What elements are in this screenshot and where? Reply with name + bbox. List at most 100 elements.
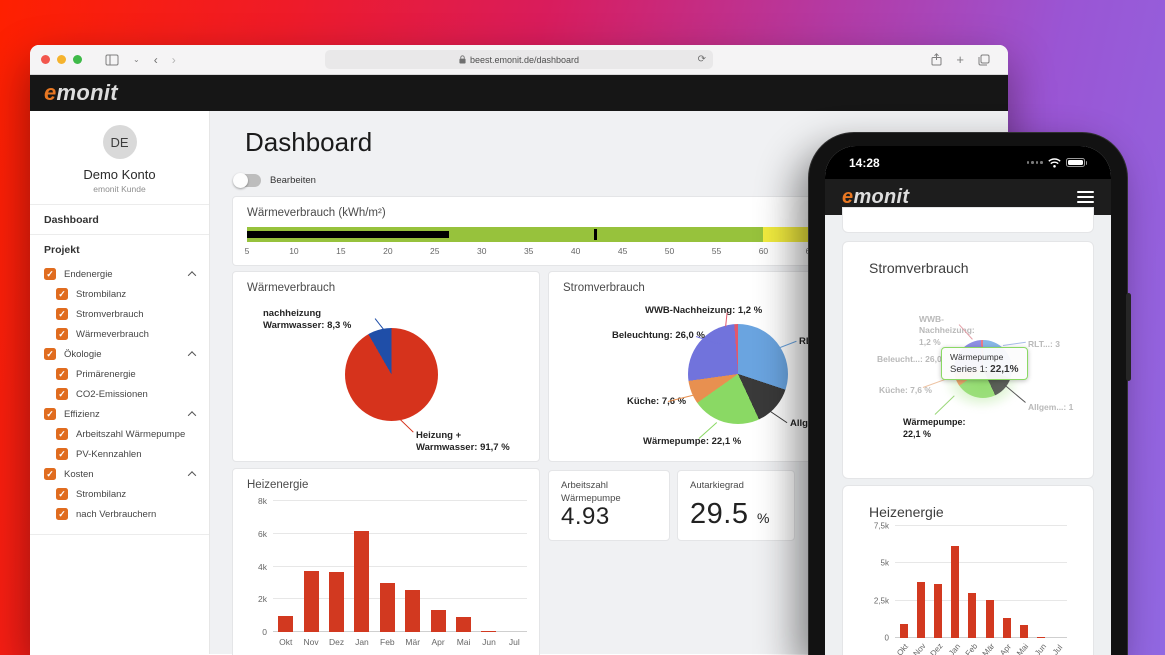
phone-side-button <box>1126 293 1131 381</box>
bar[interactable] <box>278 616 294 632</box>
sidebar-item-label: Ökologie <box>64 348 102 360</box>
sidebar-item-strombilanz[interactable]: ✓ Strombilanz <box>30 284 209 304</box>
chevron-up-icon[interactable] <box>187 411 197 420</box>
axis-tick-label: Feb <box>963 641 980 655</box>
share-icon[interactable] <box>931 53 942 66</box>
window-minimize-button[interactable] <box>57 55 66 64</box>
forward-button[interactable]: › <box>171 52 176 67</box>
waermeverbrauch-pie-chart[interactable] <box>345 328 438 421</box>
bar[interactable] <box>329 572 345 632</box>
bar-slot <box>929 526 946 638</box>
axis-tick-label: Okt <box>895 642 911 655</box>
pie-label-waermepumpe: Wärmepumpe: 22,1 % <box>903 417 966 440</box>
pie-label-kueche: Küche: 7,6 % <box>879 385 932 395</box>
checkbox-icon[interactable]: ✓ <box>56 308 68 320</box>
axis-tick-label: Nov <box>303 637 319 647</box>
mobile-stromverbrauch-card: Stromverbrauch WWB- Nachheizung: 1,2 % R… <box>842 241 1094 479</box>
tooltip-value: Series 1: 22,1% <box>950 364 1019 375</box>
chevron-up-icon[interactable] <box>187 351 197 360</box>
divider <box>30 204 209 205</box>
sidebar-item-label: Effizienz <box>64 408 100 420</box>
sidebar-item-dashboard[interactable]: Dashboard <box>44 214 99 226</box>
bar[interactable] <box>456 617 472 632</box>
edit-toggle[interactable] <box>233 173 261 188</box>
bar[interactable] <box>303 570 319 632</box>
leader-line <box>1002 341 1026 347</box>
window-close-button[interactable] <box>41 55 50 64</box>
sidebar-item-pv-kennzahlen[interactable]: ✓ PV-Kennzahlen <box>30 444 209 464</box>
pie-label-rlt: RLT <box>799 336 817 348</box>
checkbox-icon[interactable]: ✓ <box>44 408 56 420</box>
checkbox-icon[interactable]: ✓ <box>56 508 68 520</box>
bar-slot <box>964 526 981 638</box>
axis-tick-label: 5k <box>880 558 889 568</box>
sidebar-item-nach-verbrauchern[interactable]: ✓ nach Verbrauchern <box>30 504 209 524</box>
sidebar-item-stromverbrauch[interactable]: ✓ Stromverbrauch <box>30 304 209 324</box>
bar[interactable] <box>985 599 994 638</box>
sidebar-item-kosten[interactable]: ✓ Kosten <box>30 464 209 484</box>
bar[interactable] <box>405 590 421 632</box>
sidebar-item-arbeitszahl-w-rmepumpe[interactable]: ✓ Arbeitszahl Wärmepumpe <box>30 424 209 444</box>
checkbox-icon[interactable]: ✓ <box>44 268 56 280</box>
bar[interactable] <box>934 583 942 638</box>
axis-tick-label: 2,5k <box>873 596 889 606</box>
bar[interactable] <box>481 630 497 632</box>
bar[interactable] <box>968 593 977 638</box>
bar[interactable] <box>379 582 395 632</box>
bar[interactable] <box>430 609 446 632</box>
tab-overview-icon[interactable] <box>978 54 990 66</box>
bar-slot <box>998 526 1015 638</box>
checkbox-icon[interactable]: ✓ <box>56 328 68 340</box>
bar[interactable] <box>1020 624 1029 638</box>
reload-icon[interactable]: ⟳ <box>697 54 706 65</box>
axis-tick-label: 10 <box>289 246 299 256</box>
checkbox-icon[interactable]: ✓ <box>56 428 68 440</box>
cellular-signal-icon <box>1026 161 1043 164</box>
chevron-down-icon[interactable]: ⌄ <box>133 55 140 64</box>
sidebar-item-label: Strombilanz <box>76 288 127 300</box>
back-button[interactable]: ‹ <box>153 52 158 67</box>
new-tab-icon[interactable]: + <box>956 52 964 67</box>
checkbox-icon[interactable]: ✓ <box>56 448 68 460</box>
address-bar[interactable]: beest.emonit.de/dashboard ⟳ <box>325 50 713 69</box>
sidebar-item-w-rmeverbrauch[interactable]: ✓ Wärmeverbrauch <box>30 324 209 344</box>
mobile-heizenergie-card: Heizenergie 0 2,5k 5k 7,5k Okt Nov Dez Jan Feb Mä… <box>842 485 1094 655</box>
sidebar-item-effizienz[interactable]: ✓ Effizienz <box>30 404 209 424</box>
sidebar-item-endenergie[interactable]: ✓ Endenergie <box>30 264 209 284</box>
sidebar-item-strombilanz[interactable]: ✓ Strombilanz <box>30 484 209 504</box>
checkbox-icon[interactable]: ✓ <box>56 388 68 400</box>
sidebar-item-label: Wärmeverbrauch <box>76 328 149 340</box>
checkbox-icon[interactable]: ✓ <box>56 488 68 500</box>
checkbox-icon[interactable]: ✓ <box>56 288 68 300</box>
bar[interactable] <box>916 582 925 638</box>
mobile-heizenergie-title: Heizenergie <box>869 504 944 520</box>
phone-status-bar: 14:28 <box>825 146 1111 179</box>
axis-tick-label: Mai <box>1015 642 1031 655</box>
sidebar-item-prim-renergie[interactable]: ✓ Primärenergie <box>30 364 209 384</box>
pie-label-nachheizung: nachheizung Warmwasser: 8,3 % <box>263 308 352 332</box>
axis-tick-label: 0 <box>262 627 267 637</box>
menu-icon[interactable] <box>1077 190 1094 204</box>
mobile-heizenergie-bar-chart[interactable]: 0 2,5k 5k 7,5k Okt Nov Dez Jan Feb Mär Apr Mai Jun Ju… <box>874 522 1067 655</box>
window-zoom-button[interactable] <box>73 55 82 64</box>
axis-tick-label: Jun <box>482 637 496 647</box>
checkbox-icon[interactable]: ✓ <box>44 468 56 480</box>
bar[interactable] <box>1002 617 1011 638</box>
bar[interactable] <box>1037 636 1046 638</box>
heizenergie-bar-chart[interactable]: 0 2k 4k 6k 8k Okt Nov Dez Jan Feb Mär Apr Mai Jun Jul <box>258 496 527 647</box>
bar[interactable] <box>354 531 370 632</box>
stromverbrauch-pie-chart[interactable] <box>688 324 788 424</box>
chevron-up-icon[interactable] <box>187 471 197 480</box>
axis-tick-label: Jan <box>355 637 369 647</box>
sidebar-toggle-icon[interactable] <box>105 54 119 66</box>
wifi-icon <box>1047 157 1061 168</box>
sidebar-item-label: Endenergie <box>64 268 113 280</box>
chevron-up-icon[interactable] <box>187 271 197 280</box>
toggle-knob <box>233 173 248 188</box>
sidebar-item--kologie[interactable]: ✓ Ökologie <box>30 344 209 364</box>
checkbox-icon[interactable]: ✓ <box>56 368 68 380</box>
checkbox-icon[interactable]: ✓ <box>44 348 56 360</box>
sidebar-item-co2-emissionen[interactable]: ✓ CO2-Emissionen <box>30 384 209 404</box>
bar[interactable] <box>951 546 960 638</box>
bar[interactable] <box>899 623 908 638</box>
